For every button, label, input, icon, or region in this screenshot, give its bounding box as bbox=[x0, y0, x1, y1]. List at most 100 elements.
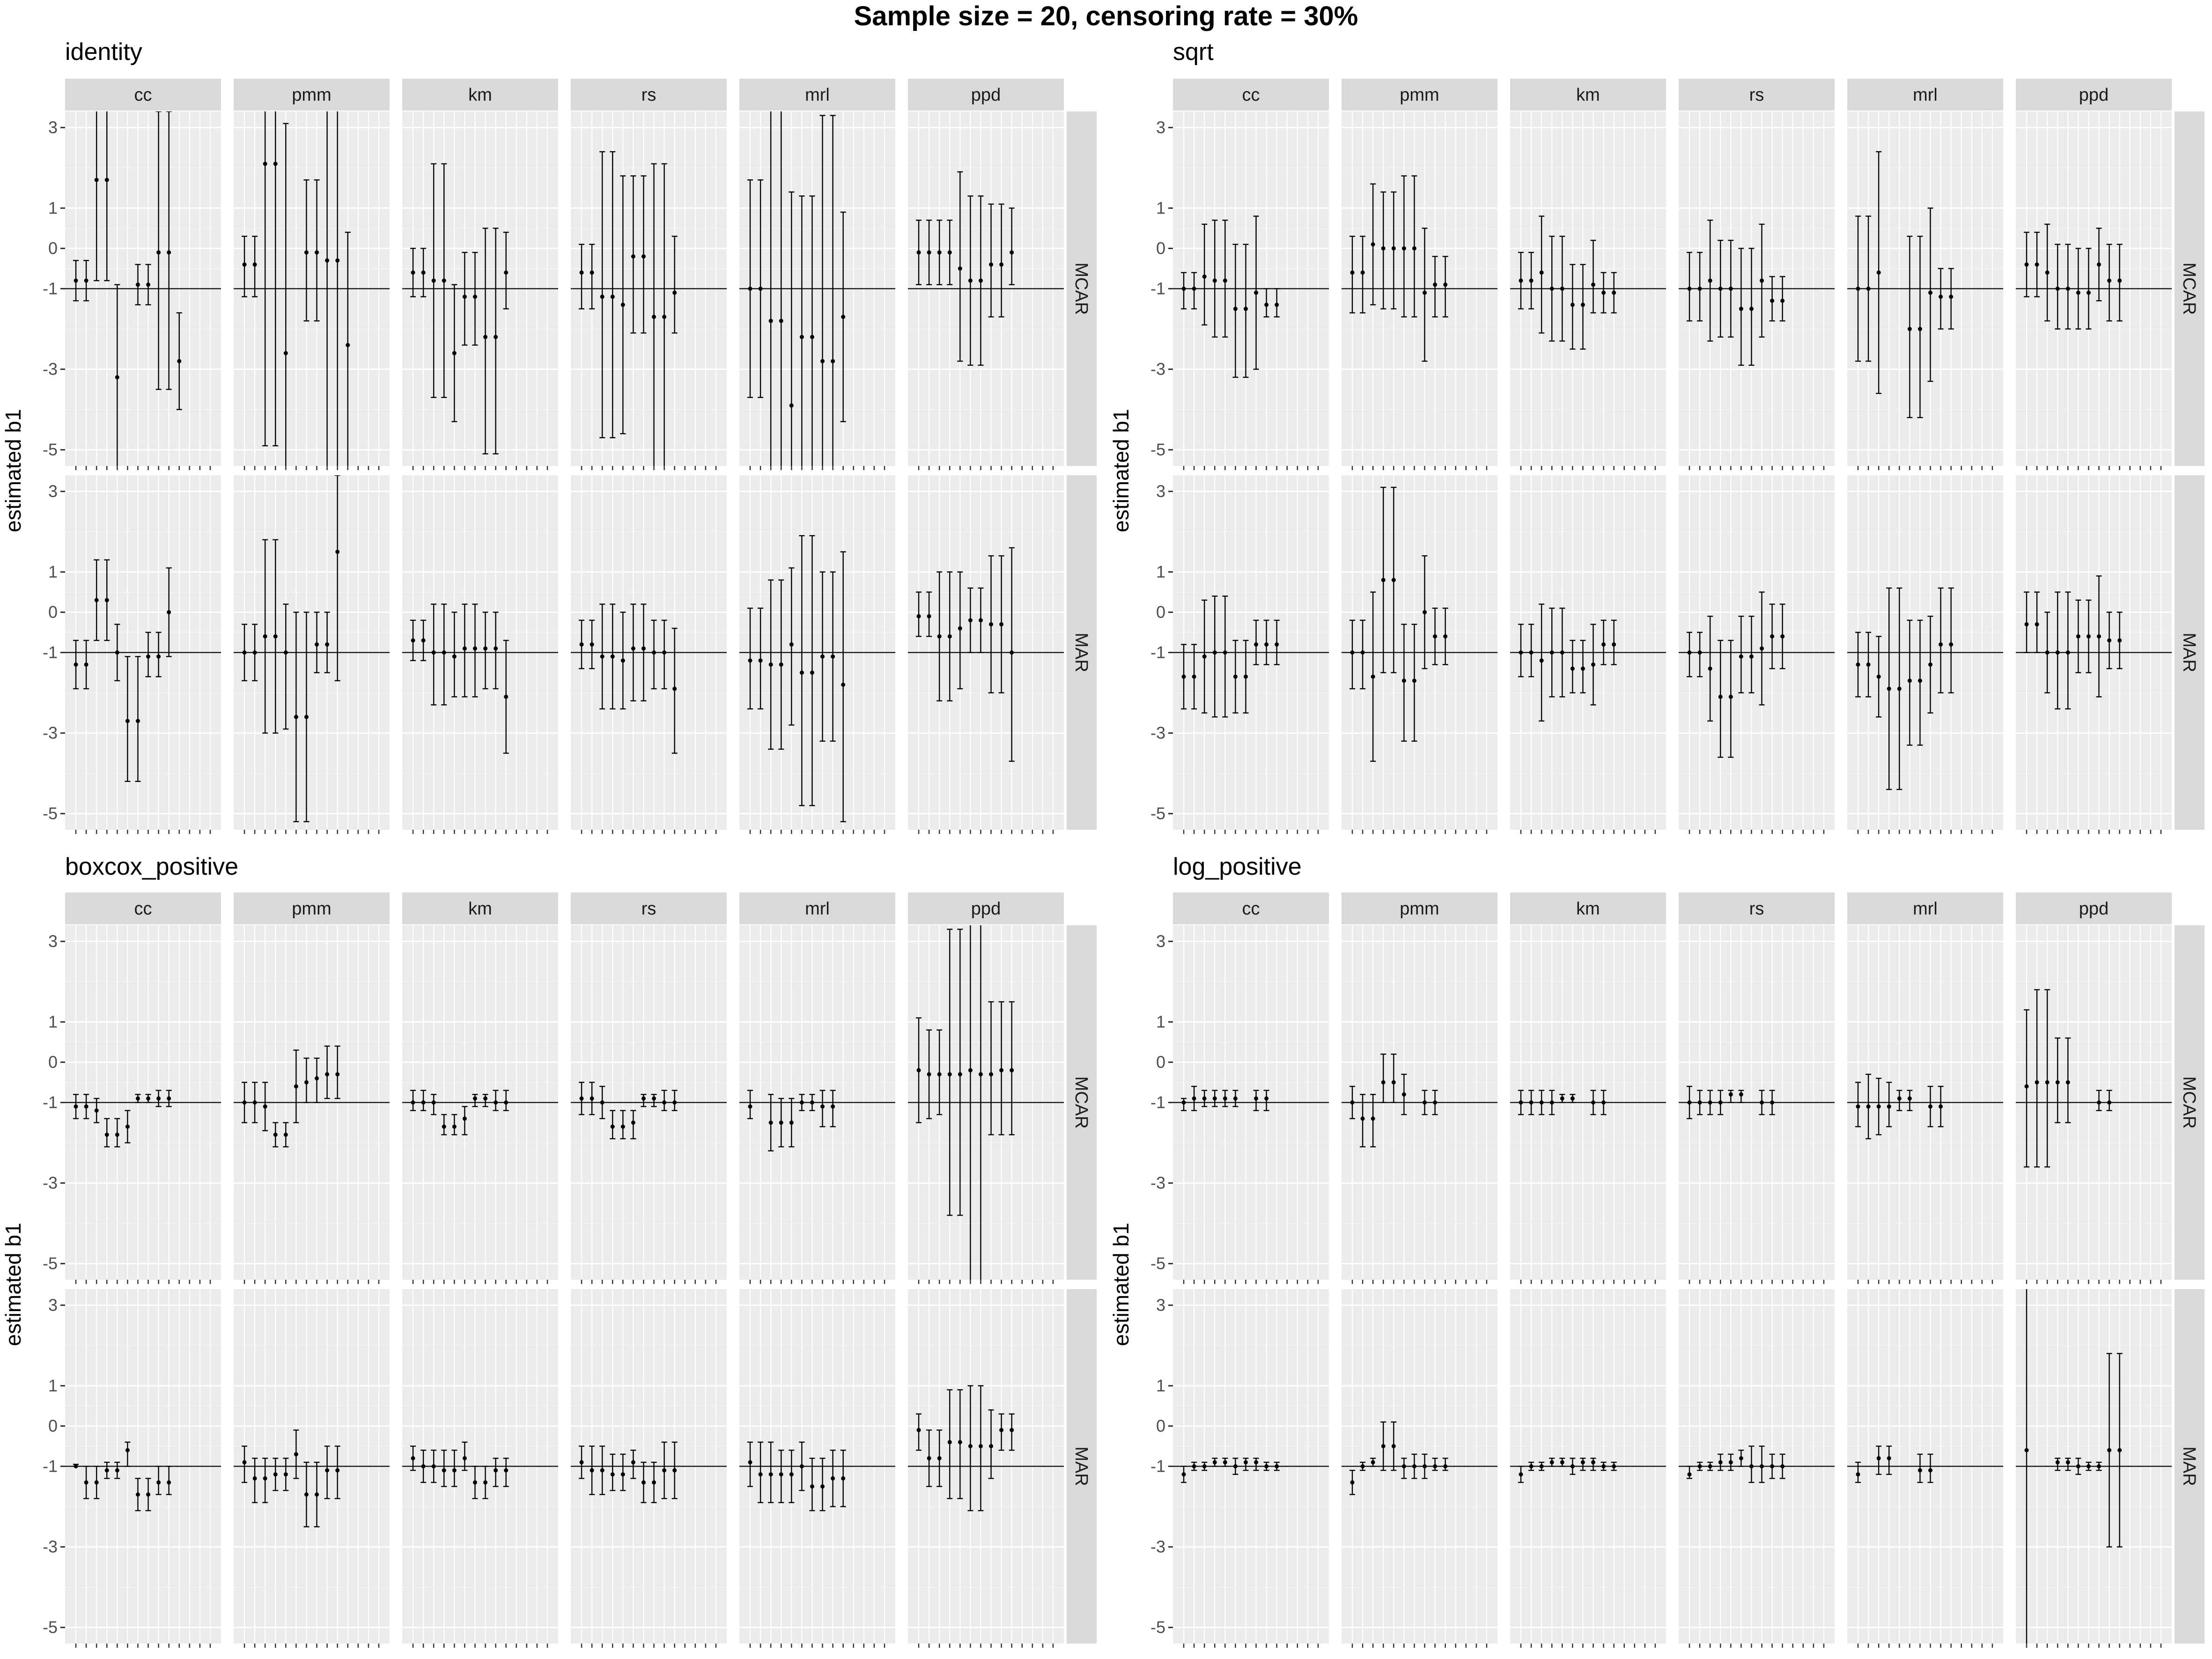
errorbar bbox=[671, 1441, 678, 1499]
errorbar-series bbox=[410, 163, 509, 455]
y-tick-label: 0 bbox=[1156, 238, 1165, 258]
errorbar bbox=[1181, 644, 1187, 710]
y-tick-label: -1 bbox=[43, 279, 58, 298]
y-tick-label: 0 bbox=[1156, 1052, 1165, 1071]
estimate-point bbox=[1887, 686, 1891, 691]
estimate-point bbox=[1350, 650, 1355, 655]
errorbar bbox=[293, 1429, 299, 1479]
errorbar bbox=[1738, 1449, 1744, 1467]
estimate-point bbox=[789, 1472, 794, 1477]
errorbar-series bbox=[242, 1429, 340, 1527]
errorbar bbox=[1855, 1461, 1861, 1483]
errorbar bbox=[503, 1458, 509, 1487]
estimate-point bbox=[135, 1096, 140, 1101]
estimate-point bbox=[1876, 270, 1881, 275]
errorbar bbox=[1518, 624, 1524, 678]
estimate-point bbox=[104, 1468, 109, 1473]
cell-rs-MCAR bbox=[571, 111, 727, 470]
estimate-point bbox=[1423, 290, 1427, 295]
estimate-point bbox=[2076, 1464, 2080, 1468]
estimate-point bbox=[958, 266, 962, 271]
y-tick-label: -3 bbox=[43, 723, 58, 743]
errorbar bbox=[1411, 175, 1417, 317]
errorbar-series bbox=[1518, 1090, 1607, 1115]
estimate-point bbox=[335, 549, 340, 554]
errorbar bbox=[1370, 1094, 1376, 1148]
estimate-point bbox=[1243, 307, 1248, 311]
errorbar bbox=[671, 627, 678, 754]
errorbar bbox=[747, 179, 753, 398]
estimate-point bbox=[1371, 242, 1375, 247]
estimate-point bbox=[672, 1468, 677, 1473]
errorbar bbox=[819, 115, 826, 466]
estimate-point bbox=[442, 1468, 446, 1473]
errorbar bbox=[252, 1458, 258, 1504]
y-tick-label: -3 bbox=[1150, 1173, 1165, 1193]
estimate-point bbox=[242, 262, 247, 267]
errorbar bbox=[334, 475, 340, 681]
strip-label-km: km bbox=[1576, 899, 1600, 919]
cell-cc-MAR bbox=[65, 475, 221, 834]
errorbar bbox=[589, 1082, 595, 1115]
errorbar bbox=[2086, 1461, 2092, 1471]
estimate-point bbox=[1010, 1428, 1014, 1432]
y-tick-label: 3 bbox=[1156, 118, 1165, 137]
estimate-point bbox=[283, 1472, 288, 1477]
strip-label-MAR: MAR bbox=[1071, 633, 1091, 672]
estimate-point bbox=[2055, 1460, 2060, 1465]
errorbar bbox=[1442, 256, 1448, 317]
estimate-point bbox=[1780, 1464, 1785, 1468]
strip-label-rs: rs bbox=[1749, 85, 1764, 105]
strip-label-cc: cc bbox=[1242, 899, 1260, 919]
errorbar-series bbox=[1687, 1085, 1775, 1120]
errorbar bbox=[2096, 1461, 2102, 1471]
strip-MAR bbox=[2175, 475, 2205, 830]
estimate-point bbox=[1570, 666, 1575, 671]
errorbar bbox=[2034, 591, 2040, 653]
estimate-point bbox=[1856, 1104, 1860, 1109]
errorbar-series bbox=[1518, 215, 1617, 350]
errorbar bbox=[451, 1114, 457, 1135]
errorbar bbox=[998, 555, 1004, 693]
estimate-point bbox=[504, 1468, 509, 1473]
errorbar-series bbox=[242, 111, 351, 466]
estimate-point bbox=[968, 278, 973, 283]
cell-km-MAR bbox=[1510, 1289, 1666, 1648]
errorbar bbox=[2065, 243, 2071, 330]
errorbar bbox=[1738, 1090, 1744, 1103]
estimate-point bbox=[2055, 1080, 2060, 1084]
errorbar bbox=[166, 1466, 172, 1495]
chart-sqrt: sqrt estimated b1 cc pmm km rs mrl ppd MCAR 3 1 0 -1… bbox=[1109, 38, 2205, 834]
estimate-point bbox=[579, 1460, 584, 1465]
estimate-point bbox=[1580, 666, 1585, 671]
estimate-point bbox=[167, 1096, 171, 1101]
errorbar bbox=[1748, 1445, 1755, 1483]
estimate-point bbox=[1412, 1464, 1416, 1468]
errorbar bbox=[1779, 276, 1785, 322]
estimate-point bbox=[927, 1456, 931, 1460]
errorbar bbox=[1718, 240, 1724, 338]
estimate-point bbox=[927, 250, 931, 255]
errorbar bbox=[610, 604, 616, 710]
errorbar bbox=[1855, 215, 1861, 362]
strip-label-mrl: mrl bbox=[805, 85, 830, 105]
y-tick-label: -1 bbox=[43, 643, 58, 662]
errorbar bbox=[94, 111, 100, 281]
cell-mrl-MAR bbox=[739, 1289, 895, 1648]
errorbar bbox=[641, 1094, 647, 1107]
cell-ppd-MAR bbox=[908, 475, 1064, 834]
errorbar bbox=[242, 1445, 248, 1483]
estimate-point bbox=[1876, 674, 1881, 679]
errorbar bbox=[1232, 1090, 1239, 1107]
errorbar bbox=[579, 619, 585, 670]
estimate-point bbox=[263, 162, 267, 166]
estimate-point bbox=[283, 351, 288, 355]
estimate-point bbox=[2065, 1080, 2070, 1084]
estimate-point bbox=[1254, 1460, 1259, 1465]
estimate-point bbox=[146, 1492, 151, 1497]
errorbar bbox=[420, 1449, 427, 1483]
y-axis-label: estimated b1 bbox=[1109, 1223, 1133, 1346]
strip-rs bbox=[1679, 79, 1835, 111]
errorbar bbox=[1202, 223, 1208, 326]
cell-ppd-MAR bbox=[2016, 1289, 2172, 1648]
